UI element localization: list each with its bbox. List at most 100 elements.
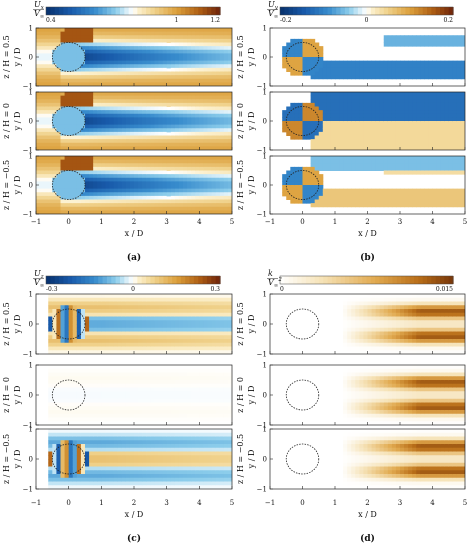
colorbar-cell bbox=[198, 7, 204, 15]
colorbar-cell bbox=[366, 7, 372, 15]
colorbar-cell bbox=[102, 276, 108, 284]
colorbar-cell bbox=[310, 7, 316, 15]
colorbar-cell bbox=[146, 7, 151, 15]
colorbar-cell bbox=[379, 276, 385, 284]
x-tick-label: 2 bbox=[365, 499, 369, 507]
colorbar-cell bbox=[305, 276, 311, 284]
colorbar-cell bbox=[133, 7, 138, 15]
colorbar-tick-label: 1.2 bbox=[210, 17, 220, 24]
colorbar-cell bbox=[80, 7, 86, 15]
colorbar-cell bbox=[172, 7, 178, 15]
y-axis-label: y / D bbox=[247, 112, 256, 132]
colorbar-cell bbox=[46, 7, 51, 15]
y-tick-label: 0 bbox=[263, 182, 267, 190]
cylinder-outline bbox=[51, 170, 86, 200]
contour-field bbox=[36, 28, 232, 86]
colorbar-cell bbox=[193, 276, 199, 284]
colorbar-cell bbox=[444, 276, 450, 284]
colorbar-cell bbox=[409, 276, 415, 284]
y-tick-label: 1 bbox=[29, 25, 33, 33]
contour-field bbox=[343, 429, 465, 489]
cylinder-outline bbox=[285, 42, 320, 72]
colorbar-cell bbox=[193, 7, 199, 15]
contour-field bbox=[282, 156, 465, 208]
colorbar-cell bbox=[59, 276, 64, 284]
colorbar-cell bbox=[80, 276, 86, 284]
colorbar-cell bbox=[405, 276, 411, 284]
colorbar-cell bbox=[435, 276, 441, 284]
subplot-3: −1 0 1 y / Dz / H = −0.5 bbox=[2, 426, 233, 494]
colorbar-cell bbox=[331, 276, 337, 284]
colorbar-cell bbox=[301, 7, 307, 15]
cylinder-outline bbox=[285, 308, 320, 340]
colorbar-cell bbox=[323, 7, 329, 15]
colorbar-label-numerator: Uz bbox=[34, 269, 44, 280]
colorbar-cell bbox=[327, 276, 333, 284]
subplot-1: −1 0 1 y / Dz / H = 0.5 bbox=[236, 291, 466, 359]
colorbar-cell bbox=[128, 276, 134, 284]
y-tick-label: 1 bbox=[263, 362, 267, 370]
subplot-1: −1 0 1 y / Dz / H = 0.5 bbox=[236, 25, 466, 91]
subplot-3: −1 0 1 y / Dz / H = −0.5 bbox=[236, 153, 466, 219]
panel-label: (c) bbox=[127, 533, 141, 544]
z-level-label: z / H = 0.5 bbox=[2, 35, 11, 78]
colorbar-label-denominator: V∞ bbox=[268, 9, 278, 20]
x-tick-label: 1 bbox=[333, 499, 337, 507]
y-tick-label: 1 bbox=[263, 291, 267, 299]
colorbar-cell bbox=[448, 276, 454, 284]
x-tick-label: 3 bbox=[164, 499, 168, 507]
x-tick-label: −1 bbox=[31, 499, 41, 507]
colorbar-cell bbox=[366, 276, 372, 284]
y-axis-label: y / D bbox=[13, 386, 22, 406]
y-tick-label: −1 bbox=[257, 83, 267, 91]
colorbar-cell bbox=[211, 7, 217, 15]
colorbar-cell bbox=[362, 7, 368, 15]
colorbar-cell bbox=[353, 276, 359, 284]
colorbar-cell bbox=[119, 7, 125, 15]
colorbar-cell bbox=[141, 7, 147, 15]
colorbar-label-numerator: k bbox=[268, 269, 273, 278]
colorbar-cell bbox=[336, 276, 342, 284]
colorbar-cell bbox=[93, 7, 99, 15]
colorbar-cell bbox=[119, 276, 125, 284]
colorbar: UxV∞ 0.4 1 1.2 bbox=[33, 0, 221, 24]
z-level-label: z / H = 0.5 bbox=[2, 302, 11, 345]
subplot-1: −1 0 1 y / Dz / H = 0.5 bbox=[2, 291, 233, 359]
colorbar-cell bbox=[154, 7, 160, 15]
panel-label: (a) bbox=[127, 252, 141, 263]
x-tick-label: 0 bbox=[66, 499, 70, 507]
colorbar-cell bbox=[388, 7, 394, 15]
colorbar-tick-label: 0 bbox=[280, 286, 284, 293]
y-tick-label: 0 bbox=[29, 456, 33, 464]
x-tick-label: 1 bbox=[99, 499, 103, 507]
colorbar-cell bbox=[331, 7, 337, 15]
colorbar-cell bbox=[405, 7, 411, 15]
colorbar-cell bbox=[422, 7, 428, 15]
x-tick-label: 4 bbox=[430, 218, 435, 226]
x-tick-label: 4 bbox=[197, 499, 202, 507]
colorbar-cell bbox=[98, 276, 104, 284]
y-tick-label: 0 bbox=[29, 118, 33, 126]
y-axis-label: y / D bbox=[247, 48, 256, 68]
colorbar-cell bbox=[50, 7, 56, 15]
colorbar-cell bbox=[185, 7, 191, 15]
panel-label: (b) bbox=[360, 252, 375, 263]
colorbar-cell bbox=[202, 276, 208, 284]
z-level-label: z / H = 0 bbox=[2, 103, 11, 139]
colorbar-cell bbox=[370, 7, 376, 15]
x-tick-label: 2 bbox=[365, 218, 369, 226]
y-tick-label: −1 bbox=[257, 422, 267, 430]
subplot-1: −1 0 1 y / Dz / H = 0.5 bbox=[2, 25, 233, 91]
colorbar-label-denominator: V∞ bbox=[34, 9, 44, 20]
contour-field bbox=[36, 92, 232, 150]
colorbar-tick-label: 0 bbox=[131, 286, 135, 293]
x-tick-label: −1 bbox=[31, 218, 41, 226]
colorbar-cell bbox=[72, 276, 78, 284]
subplot-2: −1 0 1 y / Dz / H = 0 bbox=[236, 89, 466, 155]
colorbar-cell bbox=[314, 276, 320, 284]
colorbar-cell bbox=[362, 276, 368, 284]
colorbar-tick-label: 0.015 bbox=[436, 286, 453, 293]
colorbar-cell bbox=[292, 7, 298, 15]
